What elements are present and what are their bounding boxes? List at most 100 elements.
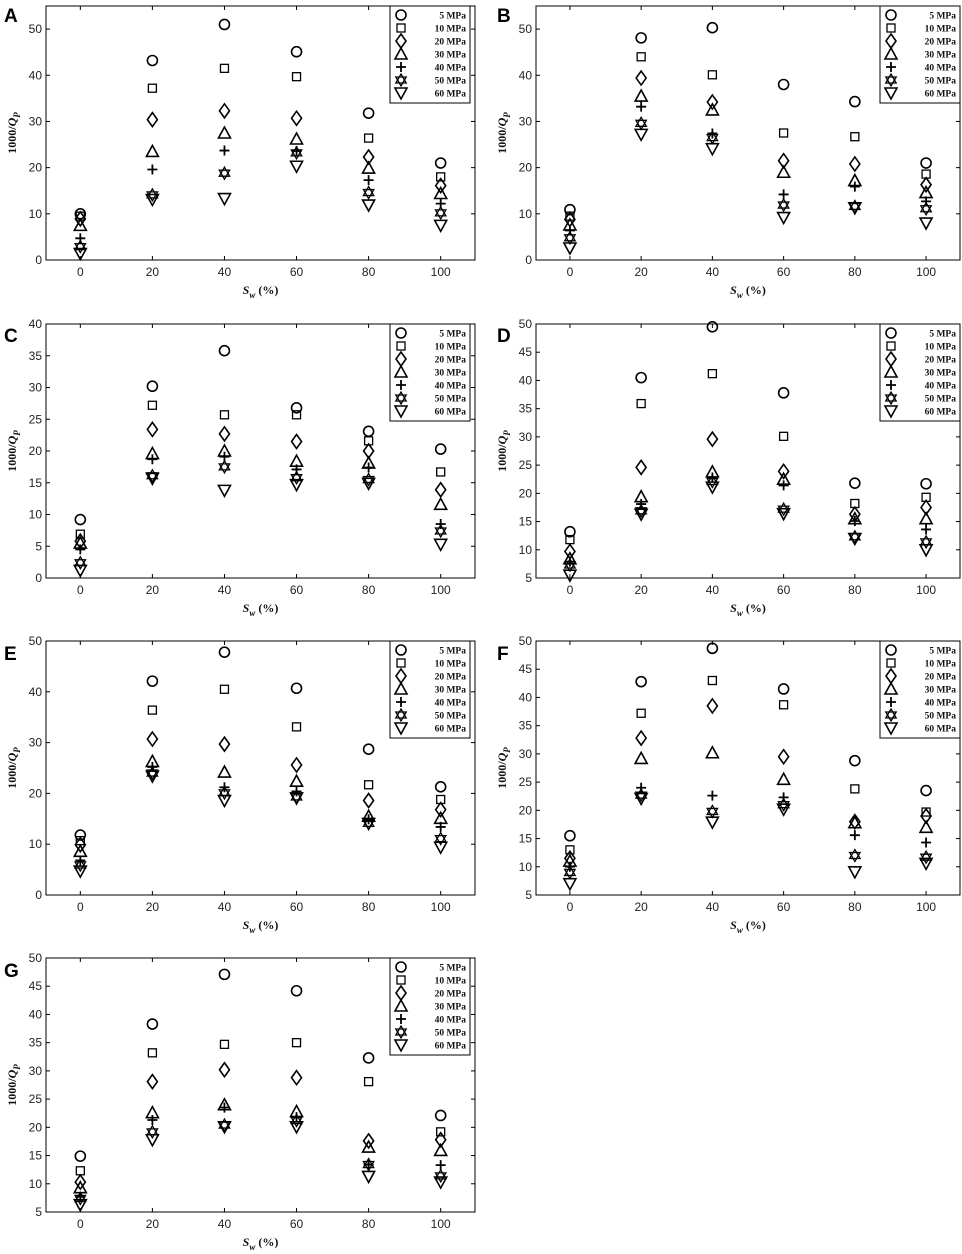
y-axis-label: 1000/QP [5, 747, 22, 789]
series-60-mpa [562, 481, 934, 583]
data-point [146, 380, 159, 393]
data-point [847, 532, 863, 547]
y-tick-label: 30 [519, 430, 533, 444]
triangle-up-icon [393, 364, 409, 378]
data-point [705, 142, 720, 157]
data-point [636, 782, 647, 793]
y-tick-label: 15 [519, 832, 533, 846]
data-point [706, 804, 719, 819]
data-point [433, 1176, 449, 1190]
data-point [634, 116, 648, 131]
legend-label: 10 MPa [925, 343, 957, 353]
data-point [433, 1142, 449, 1157]
y-tick-label: 0 [35, 253, 42, 267]
data-point [218, 459, 231, 475]
data-point [74, 1150, 87, 1162]
legend-label: 60 MPa [925, 408, 957, 418]
legend-label: 30 MPa [435, 369, 467, 379]
data-point [850, 132, 860, 142]
data-point [362, 425, 375, 438]
legend-label: 20 MPa [925, 673, 957, 683]
data-point [74, 836, 87, 854]
data-point [433, 841, 449, 855]
y-tick-label: 40 [29, 685, 43, 699]
star-of-david-icon [394, 390, 408, 406]
triangle-up-icon [393, 681, 409, 695]
data-point [918, 819, 934, 834]
data-point [434, 780, 447, 793]
series-20-mpa [74, 102, 447, 228]
data-point [146, 1018, 159, 1030]
plot-frame [45, 640, 476, 896]
data-point [636, 708, 646, 718]
data-point [849, 754, 861, 767]
data-point [362, 1132, 375, 1150]
legend-label: 40 MPa [435, 699, 467, 709]
triangle-down-icon [393, 1039, 409, 1053]
data-point [361, 1170, 376, 1185]
legend-label: 50 MPa [435, 712, 467, 722]
plot-frame [535, 640, 961, 896]
plot-frame [45, 5, 476, 261]
legend-label: 40 MPa [925, 699, 957, 709]
x-tick-label: 0 [77, 900, 84, 914]
data-point [219, 1039, 230, 1050]
legend-label: 30 MPa [435, 686, 467, 696]
legend-label: 50 MPa [435, 77, 467, 87]
y-tick-label: 20 [29, 444, 43, 458]
data-point [290, 45, 303, 58]
y-tick-label: 40 [519, 68, 533, 82]
data-point [434, 523, 448, 539]
data-point [218, 165, 231, 181]
data-point [563, 865, 577, 880]
data-point [74, 1173, 87, 1191]
triangle-up-icon [393, 46, 409, 60]
legend-label: 60 MPa [435, 725, 467, 735]
x-axis-label: Sw (%) [243, 601, 279, 618]
x-tick-label: 20 [146, 583, 160, 597]
data-point [776, 507, 791, 522]
y-tick-label: 15 [29, 1149, 43, 1163]
y-tick-label: 25 [29, 412, 43, 426]
y-tick-label: 45 [519, 345, 533, 359]
series-60-mpa [562, 792, 934, 892]
legend-label: 10 MPa [435, 25, 467, 35]
legend-label: 20 MPa [925, 356, 957, 366]
data-point [434, 157, 447, 169]
data-point [289, 773, 304, 788]
data-point [218, 18, 231, 31]
x-tick-label: 80 [362, 265, 376, 279]
data-point [146, 187, 159, 203]
y-tick-label: 20 [519, 486, 533, 500]
legend-label: 10 MPa [435, 660, 467, 670]
x-tick-label: 100 [916, 583, 936, 597]
series-50-mpa [563, 787, 933, 880]
series-40-mpa [75, 1102, 446, 1202]
data-point [705, 481, 720, 495]
data-point [918, 217, 934, 231]
data-point [777, 748, 790, 766]
x-tick-label: 60 [290, 265, 304, 279]
plus-icon [886, 697, 896, 707]
y-tick-label: 5 [525, 571, 532, 585]
data-point [434, 443, 447, 455]
data-point [706, 642, 719, 655]
y-tick-label: 20 [29, 1120, 43, 1134]
x-tick-label: 100 [431, 265, 451, 279]
data-point [920, 784, 932, 797]
y-axis-label: 1000/QP [495, 747, 512, 789]
data-point [219, 684, 230, 694]
data-point [706, 93, 719, 111]
data-point [362, 148, 375, 166]
x-tick-label: 20 [634, 583, 648, 597]
data-point [290, 402, 303, 414]
data-point [289, 478, 304, 493]
data-point [564, 203, 576, 216]
x-tick-label: 20 [634, 900, 648, 914]
y-axis-label: 1000/QP [495, 430, 512, 472]
legend-label: 60 MPa [925, 90, 957, 100]
data-point [778, 128, 789, 138]
data-point [633, 750, 649, 765]
circle-icon [885, 9, 897, 21]
data-point [635, 675, 647, 688]
